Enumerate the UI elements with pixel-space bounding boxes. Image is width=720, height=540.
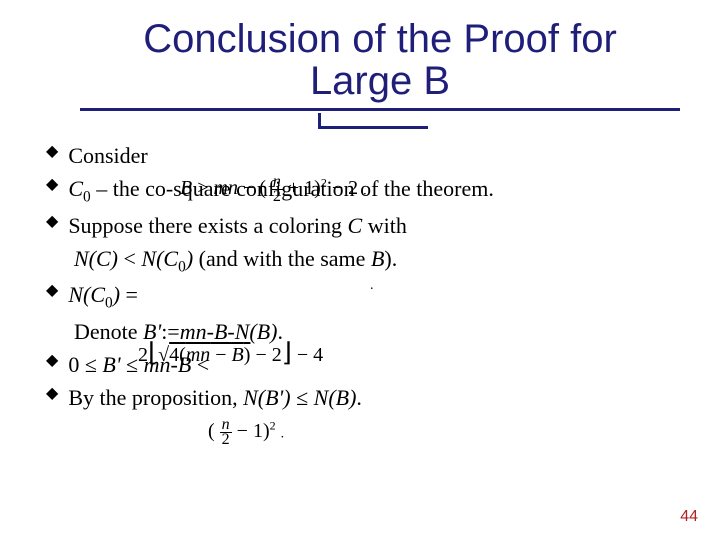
bullet-text: By the proposition, N(B') ≤ N(B). (68, 381, 362, 414)
bullet-icon: ◆ (46, 278, 58, 304)
math-dot: . (370, 278, 374, 294)
bullet-icon: ◆ (46, 172, 58, 198)
title-rule (80, 108, 680, 111)
slide-title: Conclusion of the Proof for Large B (80, 18, 680, 102)
math-text: ( n2 − 1)2 (208, 420, 276, 442)
bullet-icon: ◆ (46, 209, 58, 235)
title-line-1: Conclusion of the Proof for (143, 17, 617, 61)
bullet-icon: ◆ (46, 381, 58, 407)
bullet-item: ◆ Consider (46, 139, 680, 172)
page-number: 44 (680, 508, 698, 526)
math-text: B > mn − ( n2 + 1)2 − 2 (180, 177, 358, 199)
math-overlay: B > mn − ( n2 + 1)2 − 2 . (180, 175, 367, 205)
bullet-item: ◆ By the proposition, N(B') ≤ N(B). (46, 381, 680, 414)
bullet-icon: ◆ (46, 139, 58, 165)
slide: Conclusion of the Proof for Large B ◆ Co… (0, 0, 720, 540)
math-overlay: ( n2 − 1)2 . (208, 418, 284, 448)
slide-body: ◆ Consider ◆ C0 – the co-square configur… (0, 111, 720, 414)
bullet-item: ◆ Suppose there exists a coloring C with (46, 209, 680, 242)
bullet-text: N(C) < N(C0) (and with the same B). (74, 242, 397, 279)
title-block: Conclusion of the Proof for Large B (0, 0, 720, 111)
bullet-continuation: N(C) < N(C0) (and with the same B). (46, 242, 680, 279)
title-line-2: Large B (310, 59, 450, 103)
bullet-icon: ◆ (46, 348, 58, 374)
math-text: 2⌊√4(mn − B) − 2⌋ − 4 (138, 344, 323, 366)
bullet-text: Suppose there exists a coloring C with (68, 209, 407, 242)
math-overlay: 2⌊√4(mn − B) − 2⌋ − 4 (138, 338, 323, 368)
bullet-item: ◆ N(C0) = (46, 278, 680, 315)
bullet-text: N(C0) = (68, 278, 138, 315)
title-rule-tick (318, 113, 428, 129)
bullet-text: Consider (68, 139, 147, 172)
